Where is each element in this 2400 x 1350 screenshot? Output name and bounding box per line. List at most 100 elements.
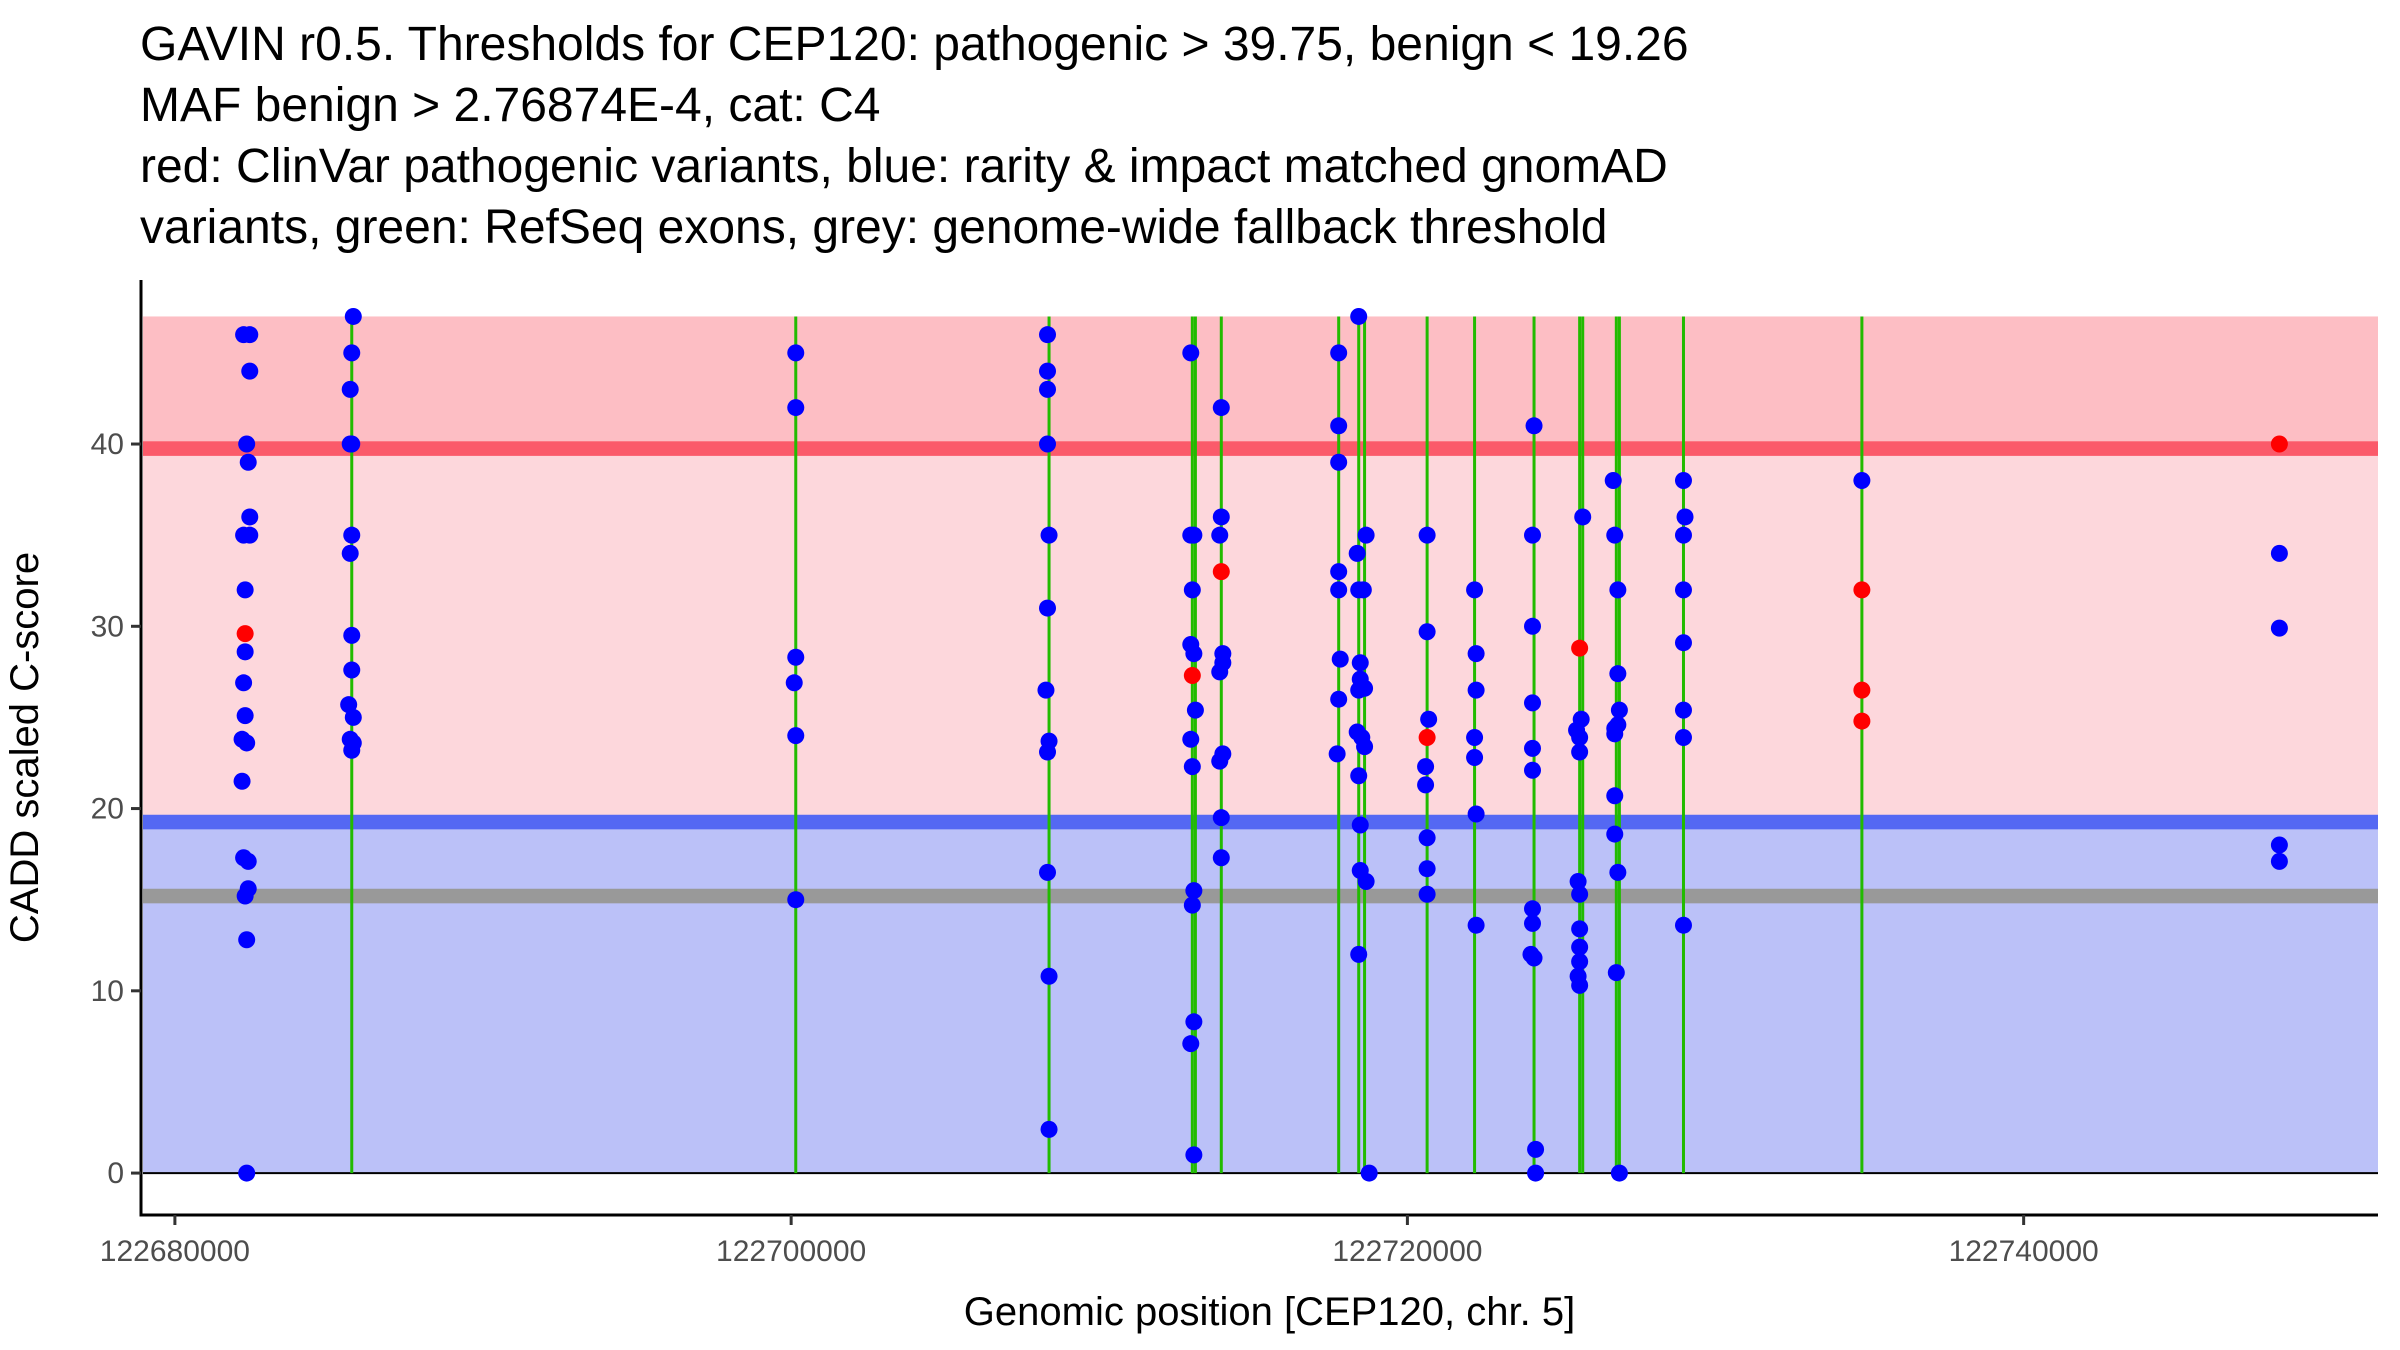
gnomad-point <box>1183 581 1201 599</box>
gnomad-point <box>343 435 361 453</box>
gnomad-point <box>1571 920 1589 938</box>
gnomad-point <box>1348 544 1366 562</box>
clinvar-point <box>1212 563 1230 581</box>
gnomad-point <box>236 581 254 599</box>
gnomad-point <box>1604 471 1622 489</box>
y-tick-label: 40 <box>91 428 124 461</box>
gnomad-point <box>1571 743 1589 761</box>
gnomad-point <box>1466 749 1484 767</box>
gnomad-point <box>1211 752 1229 770</box>
gnomad-point <box>341 380 359 398</box>
gnomad-point <box>1610 701 1628 719</box>
gnomad-point <box>1037 681 1055 699</box>
gnomad-point <box>1212 399 1230 417</box>
clinvar-point <box>1853 712 1871 730</box>
gnomad-point <box>341 544 359 562</box>
gnomad-point <box>1569 872 1587 890</box>
gnomad-point <box>1418 623 1436 641</box>
gnomad-point <box>1212 849 1230 867</box>
pathogenic-threshold-line <box>143 441 2378 456</box>
gnomad-point <box>1331 650 1349 668</box>
gnomad-point <box>1674 581 1692 599</box>
gnomad-point <box>1357 872 1375 890</box>
gnomad-point <box>1609 581 1627 599</box>
x-tick-label: 122740000 <box>1949 1235 2099 1268</box>
gnomad-point <box>1674 634 1692 652</box>
clinvar-point <box>1853 581 1871 599</box>
gnomad-point <box>236 887 254 905</box>
gnomad-point <box>238 734 256 752</box>
gnomad-point <box>344 307 362 325</box>
gnomad-point <box>238 435 256 453</box>
gnomad-point <box>787 344 805 362</box>
x-tick-label: 122680000 <box>100 1235 250 1268</box>
clinvar-point <box>1418 728 1436 746</box>
gnomad-point <box>1674 916 1692 934</box>
gnomad-point <box>1417 776 1435 794</box>
gnomad-point <box>1467 645 1485 663</box>
gnomad-point <box>1039 362 1057 380</box>
clinvar-point <box>2270 435 2288 453</box>
gnomad-point <box>343 626 361 644</box>
gnomad-point <box>1467 916 1485 934</box>
y-tick-label: 10 <box>91 975 124 1008</box>
gnomad-point <box>1351 654 1369 672</box>
gnomad-point <box>1527 1164 1545 1182</box>
gnomad-point <box>343 741 361 759</box>
gnomad-point <box>1574 508 1592 526</box>
gnomad-point <box>241 508 259 526</box>
vus-region <box>143 448 2378 823</box>
gnomad-point <box>1606 526 1624 544</box>
gnomad-point <box>1609 665 1627 683</box>
gnomad-point <box>1418 829 1436 847</box>
gnomad-point <box>1354 581 1372 599</box>
gnomad-point <box>235 674 253 692</box>
x-tick-label: 122720000 <box>1332 1235 1482 1268</box>
gnomad-point <box>1524 739 1542 757</box>
gnomad-point <box>1186 701 1204 719</box>
gnomad-point <box>1609 863 1627 881</box>
gnomad-point <box>1674 728 1692 746</box>
threshold-regions <box>143 316 2378 1175</box>
gnomad-point <box>1212 809 1230 827</box>
gnomad-point <box>239 852 257 870</box>
gnomad-point <box>1185 645 1203 663</box>
gnomad-point <box>1607 964 1625 982</box>
gnomad-point <box>238 931 256 949</box>
y-tick-label: 30 <box>91 610 124 643</box>
title-line-2: MAF benign > 2.76874E-4, cat: C4 <box>140 79 881 132</box>
gnomad-point <box>2270 852 2288 870</box>
gnomad-point <box>1571 953 1589 971</box>
gnomad-point <box>1466 728 1484 746</box>
gnomad-point <box>236 707 254 725</box>
x-tick-label: 122700000 <box>716 1235 866 1268</box>
gnomad-point <box>1418 526 1436 544</box>
gnomad-point <box>1467 681 1485 699</box>
gnomad-point <box>1674 526 1692 544</box>
gnomad-point <box>2270 544 2288 562</box>
gnomad-point <box>233 772 251 790</box>
gnomad-point <box>1571 976 1589 994</box>
gnomad-point <box>1606 787 1624 805</box>
gnomad-point <box>1350 307 1368 325</box>
gnomad-point <box>1610 1164 1628 1182</box>
gnomad-point <box>1525 417 1543 435</box>
gnomad-point <box>1039 380 1057 398</box>
gnomad-point <box>1185 882 1203 900</box>
gnomad-point <box>1417 758 1435 776</box>
gnomad-point <box>787 399 805 417</box>
gnomad-point <box>1571 728 1589 746</box>
gnomad-point <box>1039 599 1057 617</box>
gnomad-point <box>1467 805 1485 823</box>
gnomad-point <box>1356 738 1374 756</box>
gnomad-point <box>1676 508 1694 526</box>
gnomad-point <box>1185 526 1203 544</box>
gnomad-point <box>1525 949 1543 967</box>
gnomad-point <box>1674 471 1692 489</box>
gnomad-point <box>1356 679 1374 697</box>
title-line-1: GAVIN r0.5. Thresholds for CEP120: patho… <box>140 18 1689 71</box>
gnomad-point <box>1853 471 1871 489</box>
gnomad-point <box>1212 508 1230 526</box>
chart-title: GAVIN r0.5. Thresholds for CEP120: patho… <box>140 14 1689 258</box>
gnomad-point <box>1524 617 1542 635</box>
